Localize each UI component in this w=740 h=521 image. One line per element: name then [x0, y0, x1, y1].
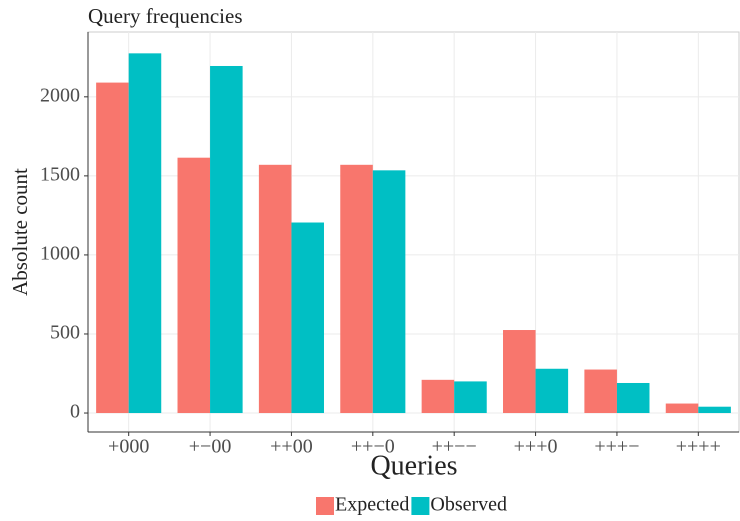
y-tick-label: 1000 — [40, 243, 80, 265]
bar — [698, 406, 731, 414]
bar — [210, 65, 243, 414]
x-tick-label: +++− — [594, 436, 639, 458]
bar — [340, 164, 373, 414]
y-tick-label: 0 — [70, 401, 80, 423]
bar — [503, 330, 536, 414]
bar — [616, 382, 650, 414]
legend-swatch — [411, 497, 430, 515]
x-tick-label: ++00 — [270, 436, 313, 458]
x-tick-label: +−00 — [189, 436, 232, 458]
bar — [665, 403, 699, 414]
y-tick-label: 500 — [50, 322, 80, 344]
x-tick-label: +000 — [108, 436, 149, 458]
x-tick-label: ++−0 — [351, 436, 395, 458]
y-tick-label: 2000 — [40, 84, 80, 106]
chart-title: Query frequencies — [88, 4, 243, 28]
bar — [535, 368, 569, 414]
legend-label: Observed — [430, 494, 507, 516]
bar — [291, 222, 324, 414]
bar — [258, 164, 292, 414]
y-axis-label: Absolute count — [8, 168, 32, 296]
x-tick-label: ++++ — [676, 436, 721, 458]
bar — [128, 53, 162, 414]
bar — [96, 82, 129, 414]
x-tick-label: ++−− — [432, 436, 477, 458]
x-axis-label: Queries — [370, 450, 457, 481]
legend-swatch — [316, 497, 334, 515]
bar — [454, 381, 487, 414]
bar — [177, 157, 211, 414]
bar — [372, 170, 406, 414]
y-tick-label: 1500 — [40, 163, 80, 185]
x-tick-label: +++0 — [514, 436, 558, 458]
legend-label: Expected — [335, 494, 409, 516]
bar — [584, 369, 617, 414]
bar — [421, 379, 455, 414]
